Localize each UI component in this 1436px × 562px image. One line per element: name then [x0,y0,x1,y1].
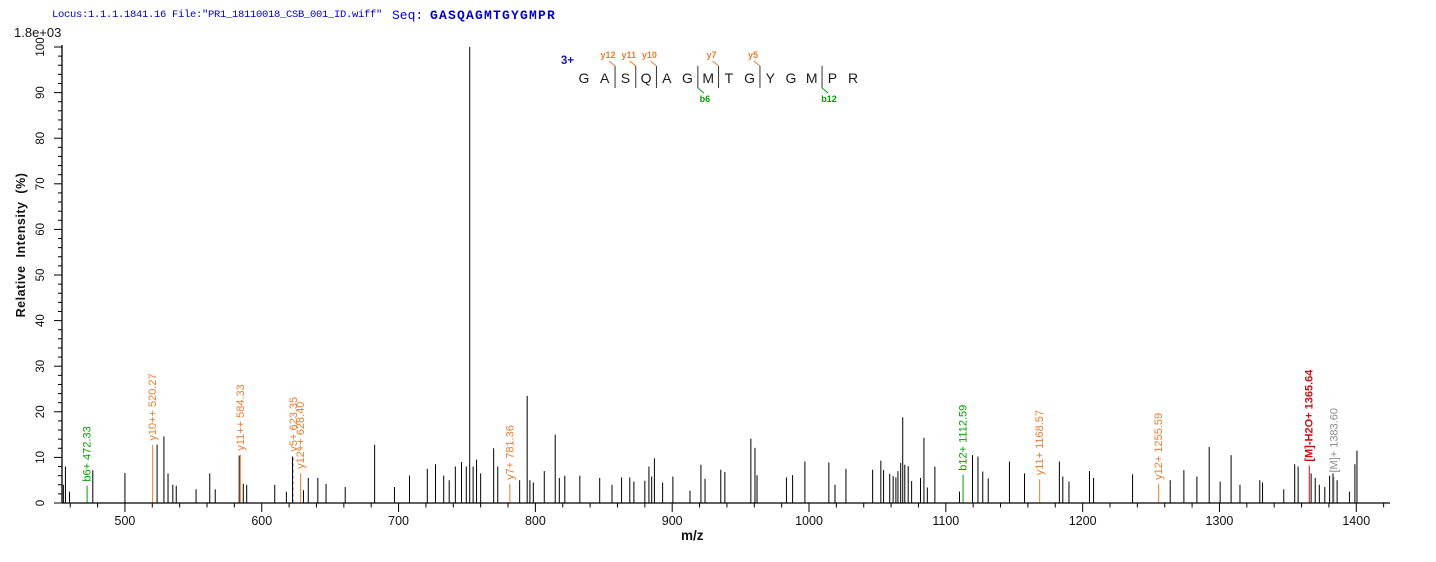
x-tick-label: 1100 [932,514,959,528]
y-tick-label: 100 [35,37,47,56]
b-ion-tick [821,87,829,94]
x-axis-ticks: 500 600 700 800 900 1000 1100 1200 1300 1400 [69,503,1385,528]
x-axis-title: m/z [681,528,704,543]
y-tick-label: 80 [35,132,47,145]
sequence-label: Seq: [392,8,424,23]
sequence-value: GASQAGMTGYGMPR [430,8,557,23]
intensity-scale-label: 1.8e+03 [14,25,62,40]
y-ion-marker-label: y12 [601,50,616,60]
peak-label: [M]-H2O+ 1365.64 [1304,369,1316,462]
locus-file-text: Locus:1.1.1.1841.16 File:"PR1_18110018_C… [52,9,383,21]
precursor-charge-label: 3+ [561,55,574,67]
x-tick-label: 900 [662,514,683,528]
peptide-residue: A [600,70,610,86]
peptide-residue: P [828,70,837,86]
b-ion-marker-label: b12 [821,94,837,104]
axes [61,45,1390,504]
peptide-residue: M [702,70,714,86]
peptide-residue: S [621,70,630,86]
x-tick-label: 1400 [1342,514,1370,528]
peak-label: y11++ 584.33 [235,384,247,450]
y-ion-tick [629,60,637,67]
b-ion-marker-label: b6 [700,94,711,104]
peaks [62,47,1358,503]
peak-label: y11+ 1168.57 [1034,410,1046,475]
peptide-residue: T [725,70,734,86]
y-ion-tick [712,60,719,67]
y-tick-label: 30 [35,360,47,373]
peptide-residue: G [579,70,590,86]
y-tick-label: 40 [35,314,47,327]
y-tick-label: 0 [35,500,47,506]
y-ion-tick [608,60,616,67]
y-tick-label: 70 [35,177,47,190]
x-tick-label: 700 [388,514,409,528]
y-tick-label: 90 [35,86,47,99]
x-tick-label: 800 [525,514,546,528]
peptide-residue: G [682,70,693,86]
x-tick-label: 1300 [1206,514,1234,528]
y-tick-label: 20 [35,405,47,418]
peak-label: b12+ 1112.59 [958,405,970,471]
peptide-residue: R [848,70,858,86]
peak-label: [M]+ 1383.60 [1328,408,1340,473]
y-ion-marker-label: y11 [621,50,636,60]
x-tick-label: 1000 [795,514,823,528]
y-ion-tick [650,60,657,67]
peak-label: y10++ 520.27 [147,373,159,440]
y-ion-marker-label: y5 [748,50,758,60]
x-tick-label: 600 [251,514,272,528]
y-ion-tick [753,60,761,67]
peptide-residue: Y [766,70,776,86]
peptide-residue: A [662,70,672,86]
y-tick-label: 50 [35,269,47,282]
y-tick-label: 60 [35,223,47,236]
x-tick-label: 500 [115,514,136,528]
peak-label: y5+ 623.35 [288,397,300,452]
peak-label: y12++ 628.40 [295,402,307,469]
peptide-residue: G [786,70,797,86]
y-ion-marker-label: y7 [707,50,717,60]
peak-labels: b6+ 472.33 y10++ 520.27 y11++ 584.33 y5+ 62… [82,369,1340,503]
peptide-residue: M [806,70,818,86]
peak-label: y12+ 1255.59 [1153,413,1165,480]
b-ion-tick [697,87,705,94]
x-tick-label: 1200 [1069,514,1097,528]
peak-label: y7+ 781.36 [504,425,516,480]
peptide-residue: Q [641,70,652,86]
y-tick-label: 10 [35,451,47,464]
peptide-residue: G [744,70,755,86]
y-ion-marker-label: y10 [642,50,657,60]
peak-label: b6+ 472.33 [82,426,94,481]
y-axis-ticks: 0 10 20 30 40 50 60 70 80 90 100 [35,37,62,506]
